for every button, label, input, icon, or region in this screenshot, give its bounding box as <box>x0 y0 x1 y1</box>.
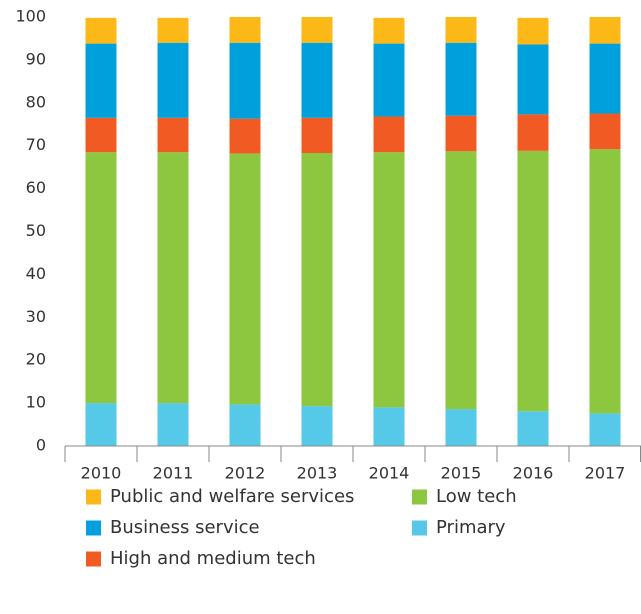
legend: Primary Low tech High and medium tech Busin… <box>86 486 517 569</box>
bar-segment <box>229 17 261 43</box>
bar-segment <box>157 152 189 404</box>
y-tick-label: 30 <box>26 307 46 326</box>
bar-segment <box>517 44 549 115</box>
bar-segment <box>157 42 189 118</box>
bar-segment <box>445 17 477 43</box>
legend-label: High and medium tech <box>110 548 316 569</box>
bar-segment <box>589 17 621 44</box>
bar-segment <box>301 42 333 118</box>
bar-segment <box>589 413 621 446</box>
bar-segment <box>229 153 261 405</box>
bar-segment <box>301 17 333 43</box>
y-tick-label: 100 <box>15 7 46 26</box>
y-tick-label: 20 <box>26 350 46 369</box>
bar-segment <box>85 117 117 153</box>
y-tick-label: 80 <box>26 92 46 111</box>
bar-segment <box>445 115 477 152</box>
x-tick-label: 2011 <box>153 464 194 483</box>
legend-label: Low tech <box>436 486 517 507</box>
bar-segment <box>445 151 477 410</box>
bar-segment <box>373 17 405 44</box>
bar-segment <box>229 42 261 119</box>
bar-segment <box>589 113 621 150</box>
bar-segment <box>85 43 117 118</box>
x-tick-label: 2010 <box>81 464 122 483</box>
legend-swatch <box>412 489 427 505</box>
y-tick-label: 70 <box>26 135 46 154</box>
bar-segment <box>373 407 405 446</box>
bar-segment <box>157 403 189 446</box>
bar-segment <box>373 43 405 117</box>
legend-swatch <box>86 489 101 505</box>
legend-swatch <box>86 551 101 567</box>
legend-label: Public and welfare services <box>110 486 354 507</box>
bar-segment <box>445 42 477 116</box>
bar-segment <box>445 409 477 446</box>
legend-label: Business service <box>110 517 260 538</box>
bar-segment <box>157 17 189 43</box>
x-tick-label: 2015 <box>441 464 482 483</box>
bar-segment <box>517 411 549 446</box>
y-tick-label: 0 <box>36 436 46 455</box>
bar-segment <box>301 152 333 407</box>
bar-segment <box>373 116 405 153</box>
bar-segment <box>301 406 333 446</box>
bar-segment <box>517 17 549 45</box>
legend-swatch <box>86 520 101 536</box>
y-tick-label: 50 <box>26 221 46 240</box>
y-tick-label: 40 <box>26 264 46 283</box>
bar-segment <box>517 114 549 151</box>
x-tick-label: 2017 <box>585 464 626 483</box>
y-tick-label: 90 <box>26 49 46 68</box>
legend-swatch <box>412 520 427 536</box>
bar-segment <box>85 403 117 446</box>
x-tick-label: 2012 <box>225 464 266 483</box>
y-tick-label: 60 <box>26 178 46 197</box>
bar-segment <box>85 17 117 44</box>
bar-segment <box>589 149 621 414</box>
legend-label: Primary <box>436 517 506 538</box>
bar-segment <box>517 150 549 412</box>
bar-segment <box>157 117 189 153</box>
bar-segment <box>229 118 261 154</box>
bar-segment <box>85 152 117 404</box>
x-tick-label: 2014 <box>369 464 410 483</box>
bar-segment <box>229 404 261 446</box>
x-tick-label: 2016 <box>513 464 554 483</box>
bar-segment <box>373 152 405 408</box>
bar-segment <box>589 43 621 114</box>
y-tick-label: 10 <box>26 393 46 412</box>
bar-segment <box>301 117 333 153</box>
x-tick-label: 2013 <box>297 464 338 483</box>
